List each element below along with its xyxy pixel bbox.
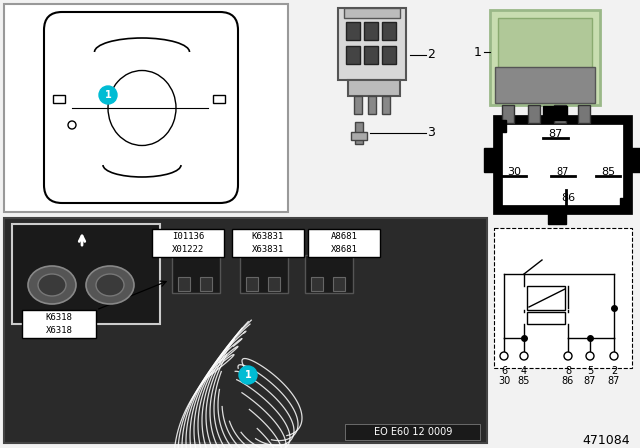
Bar [178, 277, 190, 291]
Bar [368, 96, 376, 114]
Bar [240, 255, 288, 293]
Bar [484, 148, 498, 172]
Bar [495, 67, 595, 103]
Bar [22, 310, 96, 338]
Bar [4, 4, 288, 212]
Bar [346, 22, 360, 40]
Text: 8: 8 [565, 366, 571, 376]
Ellipse shape [28, 266, 76, 304]
Bar [246, 277, 258, 291]
Circle shape [610, 352, 618, 360]
Bar [200, 277, 212, 291]
Circle shape [99, 86, 117, 104]
Bar [355, 122, 363, 144]
Text: 471084: 471084 [582, 434, 630, 447]
Circle shape [68, 121, 76, 129]
Text: 2: 2 [427, 48, 435, 61]
Bar [620, 198, 630, 210]
Ellipse shape [38, 274, 66, 296]
Bar [346, 46, 360, 64]
Text: 87: 87 [557, 167, 569, 177]
Bar [548, 210, 566, 224]
Circle shape [520, 352, 528, 360]
Circle shape [239, 366, 257, 384]
Text: 6: 6 [501, 366, 507, 376]
Text: 85: 85 [518, 376, 530, 386]
Text: 3: 3 [427, 126, 435, 139]
Bar [554, 105, 566, 123]
Bar [496, 120, 506, 132]
Text: EO E60 12 0009: EO E60 12 0009 [374, 427, 452, 437]
Bar [344, 8, 400, 18]
Text: 4: 4 [521, 366, 527, 376]
Text: 2: 2 [611, 366, 617, 376]
Text: 1: 1 [104, 90, 111, 100]
Bar [382, 46, 396, 64]
Bar [527, 286, 565, 310]
Bar [333, 277, 345, 291]
Text: 30: 30 [507, 167, 521, 177]
Bar [364, 22, 378, 40]
Circle shape [564, 352, 572, 360]
Bar [354, 96, 362, 114]
Circle shape [500, 352, 508, 360]
Bar [498, 18, 592, 73]
Text: 85: 85 [601, 167, 615, 177]
Text: 86: 86 [561, 193, 575, 203]
Text: I01136
X01222: I01136 X01222 [172, 232, 204, 254]
Bar [305, 255, 353, 293]
Bar [628, 148, 640, 172]
Text: 87: 87 [584, 376, 596, 386]
Text: 5: 5 [587, 366, 593, 376]
Circle shape [586, 352, 594, 360]
Bar [382, 22, 396, 40]
Bar [172, 255, 220, 293]
Text: K63831
X63831: K63831 X63831 [252, 232, 284, 254]
Text: 87: 87 [548, 129, 562, 139]
Bar [527, 312, 565, 324]
Bar [311, 277, 323, 291]
Bar [345, 424, 480, 440]
FancyBboxPatch shape [44, 12, 238, 203]
Bar [351, 132, 367, 140]
Text: A8681
X8681: A8681 X8681 [331, 232, 357, 254]
Bar [232, 229, 304, 257]
Text: K6318
X6318: K6318 X6318 [45, 313, 72, 335]
Bar [543, 106, 567, 120]
Ellipse shape [86, 266, 134, 304]
Bar [152, 229, 224, 257]
Bar [213, 95, 225, 103]
Bar [348, 80, 400, 96]
Bar [494, 228, 632, 368]
Bar [12, 224, 160, 324]
Bar [382, 96, 390, 114]
Bar [308, 229, 380, 257]
Text: 30: 30 [498, 376, 510, 386]
Bar [268, 277, 280, 291]
Bar [53, 95, 65, 103]
Bar [4, 218, 487, 443]
Bar [578, 105, 590, 123]
Ellipse shape [96, 274, 124, 296]
Bar [502, 105, 514, 123]
Bar [490, 10, 600, 105]
Bar [338, 8, 406, 80]
Bar [364, 46, 378, 64]
Bar [528, 105, 540, 123]
Text: 86: 86 [562, 376, 574, 386]
Text: 87: 87 [608, 376, 620, 386]
Bar [498, 120, 628, 210]
Text: 1: 1 [474, 46, 482, 59]
Text: 1: 1 [244, 370, 252, 380]
